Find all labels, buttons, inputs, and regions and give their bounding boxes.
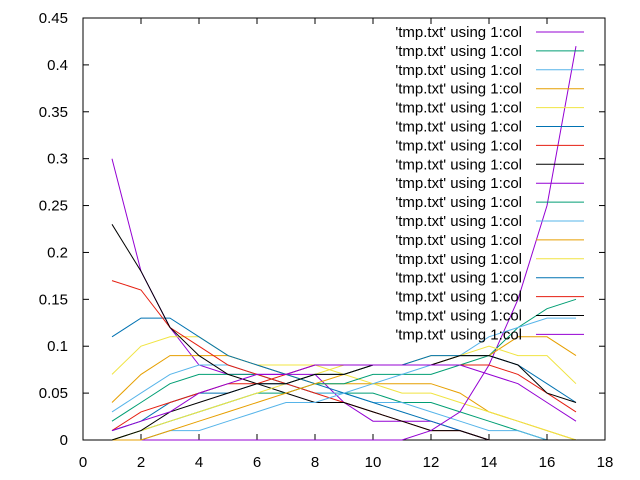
legend-label-7: 'tmp.txt' using 1:col: [395, 137, 522, 154]
legend-label-11: 'tmp.txt' using 1:col: [395, 213, 522, 230]
legend-label-1: 'tmp.txt' using 1:col: [395, 24, 522, 41]
x-tick-label: 6: [253, 454, 261, 471]
series-line-11: [112, 317, 576, 441]
legend-label-14: 'tmp.txt' using 1:col: [395, 270, 522, 287]
y-tick-label: 0.4: [47, 57, 68, 74]
tick-labels: 0 2 4 6 8 10 12 14 16 18 0 0.05 0.1 0.15 0.2 0.25 0.3 0.3…: [39, 10, 614, 471]
legend-label-2: 'tmp.txt' using 1:col: [395, 43, 522, 60]
y-tick-label: 0.35: [39, 104, 68, 121]
series-line-8: [111, 224, 576, 441]
legend-label-12: 'tmp.txt' using 1:col: [395, 232, 522, 249]
legend-label-13: 'tmp.txt' using 1:col: [395, 251, 522, 268]
legend-label-9: 'tmp.txt' using 1:col: [395, 175, 522, 192]
y-tick-label: 0.15: [39, 291, 68, 308]
legend: 'tmp.txt' using 1:col'tmp.txt' using 1:c…: [395, 24, 584, 343]
x-tick-label: 0: [79, 454, 87, 471]
y-tick-label: 0.05: [39, 385, 68, 402]
y-tick-label: 0.25: [39, 198, 68, 215]
legend-label-8: 'tmp.txt' using 1:col: [395, 156, 522, 173]
legend-label-17: 'tmp.txt' using 1:col: [395, 326, 522, 343]
legend-label-5: 'tmp.txt' using 1:col: [395, 100, 522, 117]
x-tick-label: 14: [481, 454, 498, 471]
x-tick-label: 4: [195, 454, 203, 471]
x-tick-label: 10: [365, 454, 382, 471]
legend-label-15: 'tmp.txt' using 1:col: [395, 289, 522, 306]
y-tick-label: 0.1: [47, 338, 68, 355]
series-lines: [111, 46, 577, 441]
legend-label-6: 'tmp.txt' using 1:col: [395, 119, 522, 136]
axis-ticks: [83, 18, 605, 440]
y-tick-label: 0.45: [39, 10, 68, 27]
series-line-16: [111, 355, 577, 441]
x-tick-label: 18: [597, 454, 614, 471]
x-tick-label: 16: [539, 454, 556, 471]
legend-label-4: 'tmp.txt' using 1:col: [395, 81, 522, 98]
x-tick-label: 2: [137, 454, 145, 471]
y-tick-label: 0: [60, 432, 68, 449]
x-tick-label: 8: [311, 454, 319, 471]
plot-frame: [82, 17, 606, 441]
series-line-9: [112, 46, 577, 441]
series-line-17: [111, 364, 577, 432]
x-tick-label: 12: [423, 454, 440, 471]
legend-label-3: 'tmp.txt' using 1:col: [395, 62, 522, 79]
y-tick-label: 0.2: [47, 244, 68, 261]
legend-label-10: 'tmp.txt' using 1:col: [395, 194, 522, 211]
y-tick-label: 0.3: [47, 151, 68, 168]
legend-label-16: 'tmp.txt' using 1:col: [395, 308, 522, 325]
